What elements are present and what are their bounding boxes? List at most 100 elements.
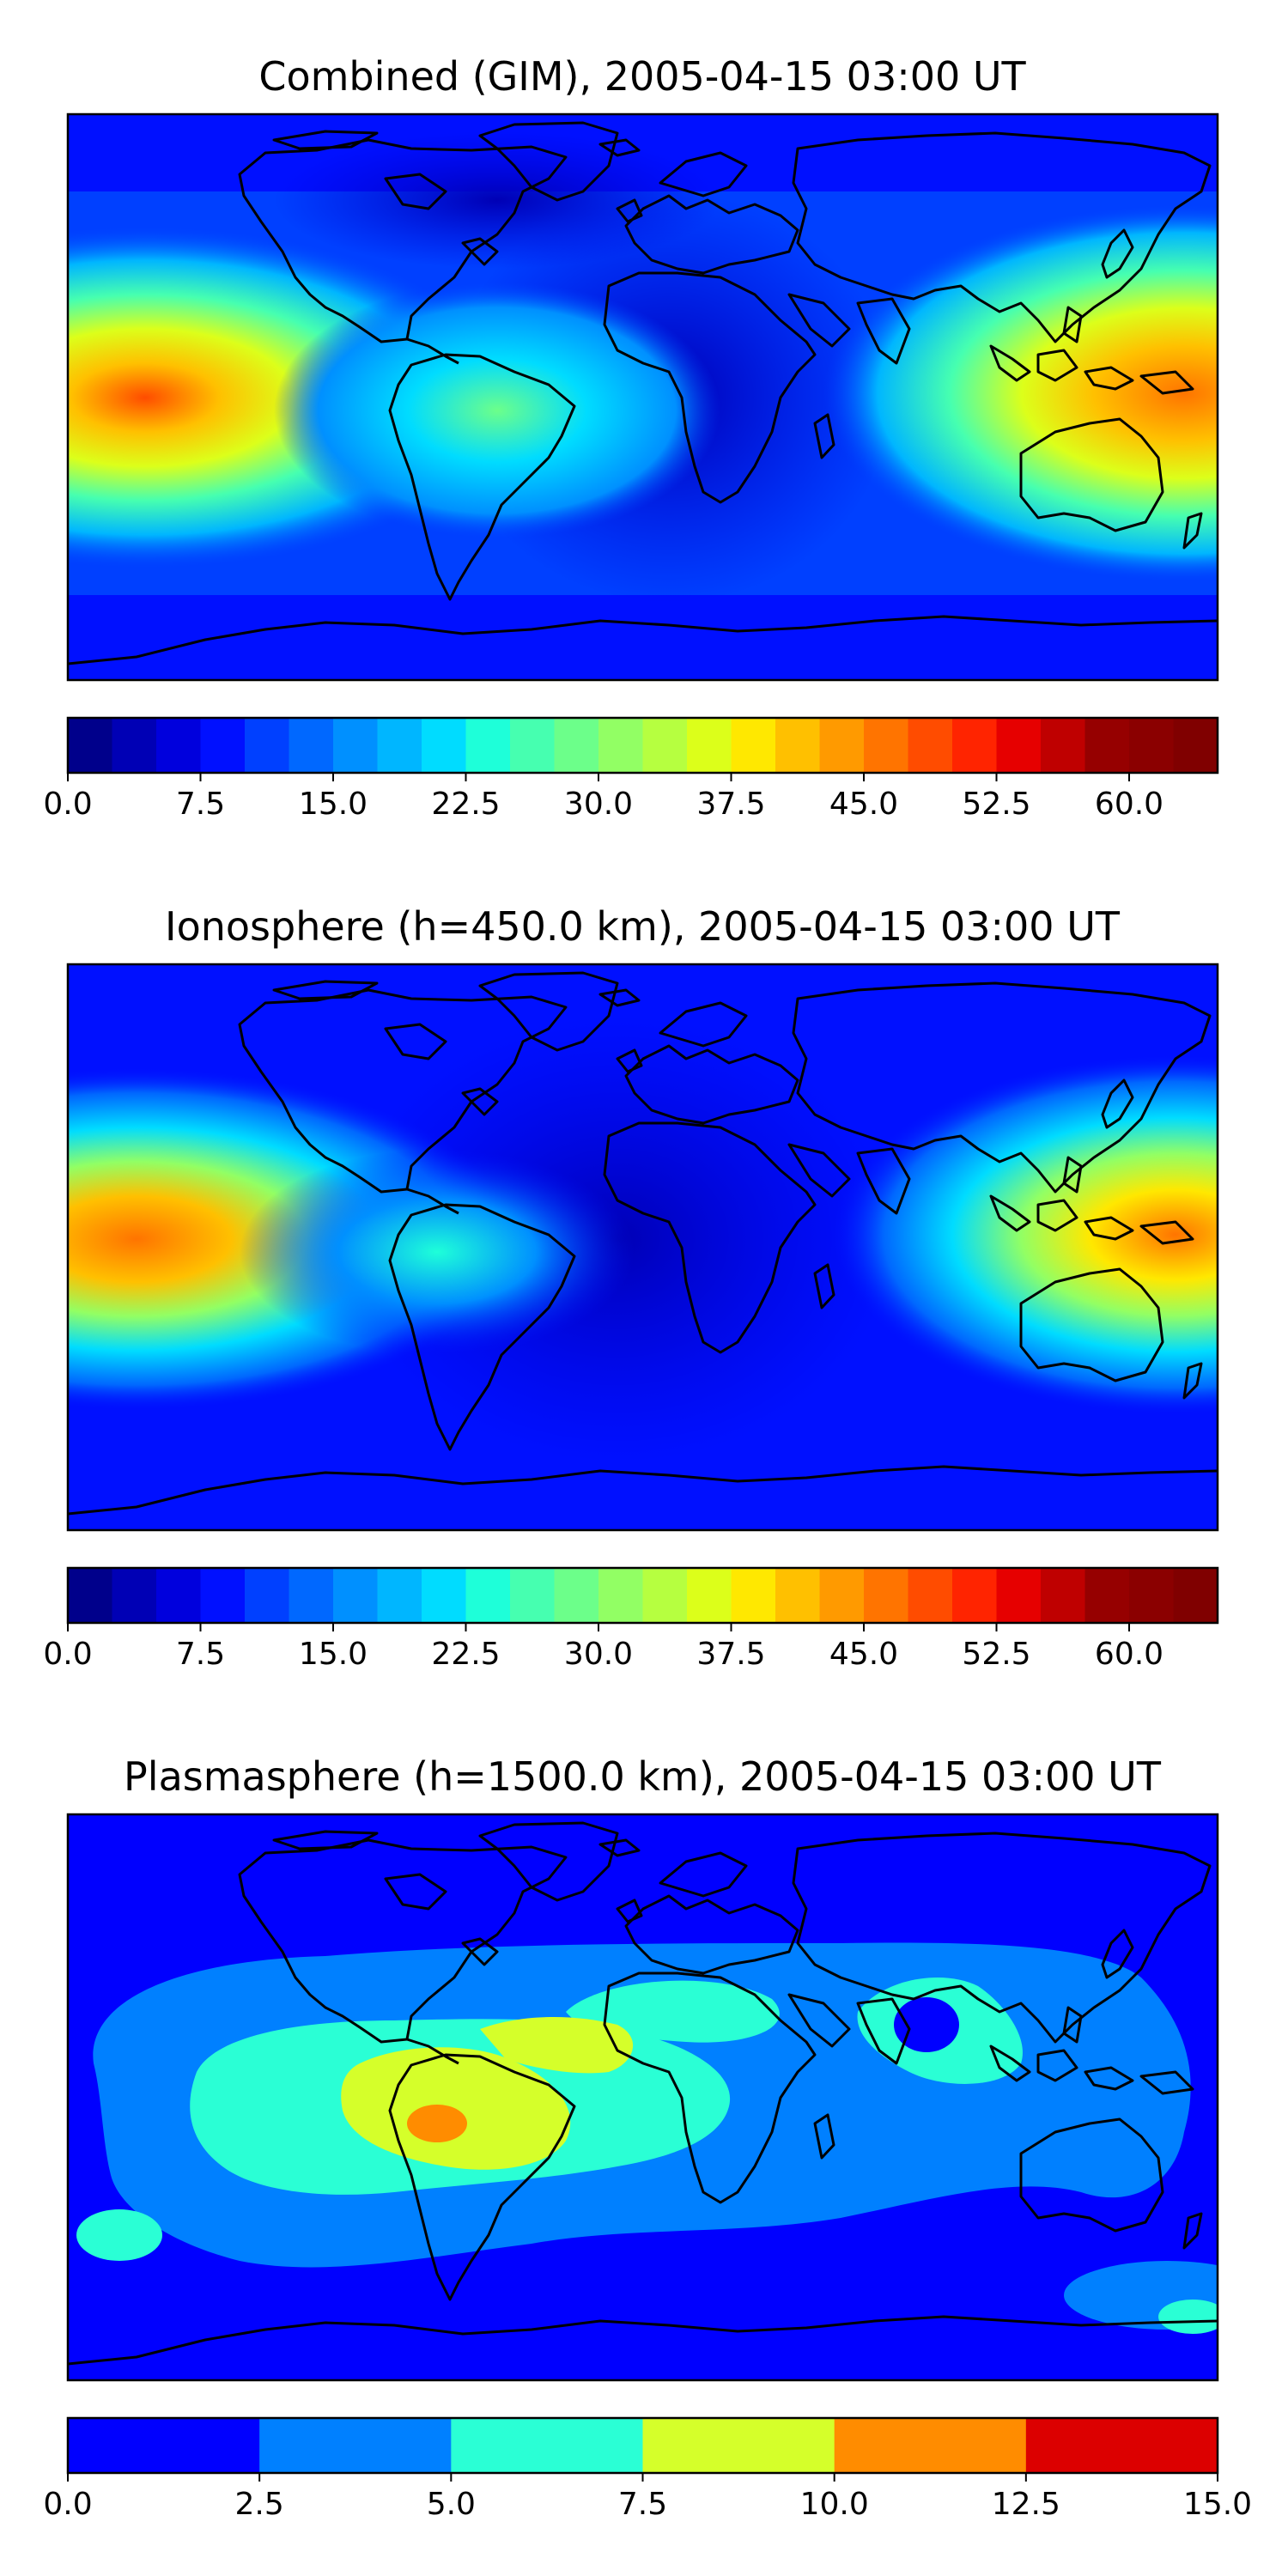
colorbar-cell [1129,718,1174,773]
map-field [68,114,1218,680]
colorbar-cell [68,2418,260,2473]
panel-plasmasphere: Plasmasphere (h=1500.0 km), 2005-04-15 0… [43,1753,1252,2522]
colorbar-tick-label: 2.5 [235,2487,284,2522]
colorbar-cell [465,718,511,773]
colorbar-cell [996,718,1042,773]
colorbar-cell [908,1568,953,1623]
colorbar-cell [642,1568,688,1623]
colorbar-cell [510,1568,555,1623]
colorbar-tick-label: 5.0 [427,2487,476,2522]
colorbar: 0.0 7.5 15.0 22.5 30.0 37.5 45.0 52.5 60.0 [43,1566,1219,1672]
colorbar-cell [1129,1568,1174,1623]
colorbar-tick-label: 15.0 [1183,2487,1252,2522]
colorbar-cell [1173,718,1218,773]
colorbar-cell [245,1568,289,1623]
panel-combined: Combined (GIM), 2005-04-15 03:00 UT 0.0 7… [43,53,1219,822]
colorbar-cell [1041,718,1085,773]
colorbar-tick-label: 22.5 [431,787,500,822]
colorbar-cell [775,1568,820,1623]
colorbar-cell [112,1568,157,1623]
colorbar-cell [598,718,643,773]
anomaly-asia [832,1054,1218,1415]
colorbar-cell [245,718,289,773]
colorbar-tick-label: 0.0 [43,787,92,822]
colorbar-tick-label: 30.0 [564,787,633,822]
colorbar-cell [465,1568,511,1623]
colorbar-cell [156,718,201,773]
panel-title: Combined (GIM), 2005-04-15 03:00 UT [258,53,1026,100]
colorbar-cell [68,1568,112,1623]
colorbar-tick-label: 37.5 [696,787,765,822]
colorbar-cell [333,718,378,773]
colorbar-cell [377,718,422,773]
colorbar-cell [554,1568,599,1623]
colorbar-tick-label: 15.0 [299,1637,368,1672]
plasmasphere-maximum [407,2105,467,2142]
colorbar-cell [864,1568,908,1623]
anomaly-asia [823,204,1218,582]
colorbar-tick-label: 45.0 [829,787,898,822]
colorbar-tick-label: 7.5 [618,2487,667,2522]
colorbar-cell [642,718,688,773]
colorbar: 0.0 2.5 5.0 7.5 10.0 12.5 15.0 [43,2416,1252,2522]
map-field [68,964,1218,1530]
colorbar-cell [68,718,112,773]
colorbar-cell [1084,718,1130,773]
colorbar-tick-label: 45.0 [829,1637,898,1672]
colorbar-cell [451,2418,643,2473]
colorbar-tick-label: 52.5 [962,787,1030,822]
colorbar-cell [731,718,776,773]
map-field [68,1814,1218,2380]
colorbar-cell [996,1568,1042,1623]
colorbar-cell [834,2418,1027,2473]
colorbar-tick-label: 15.0 [299,787,368,822]
colorbar-tick-label: 10.0 [800,2487,869,2522]
colorbar-cell [1025,2418,1218,2473]
colorbar-tick-label: 7.5 [176,1637,225,1672]
colorbar-cell [952,1568,997,1623]
colorbar-cell [422,1568,466,1623]
colorbar-cell [554,718,599,773]
colorbar-cell [731,1568,776,1623]
colorbar-cell [289,1568,334,1623]
colorbar-cell [642,2418,835,2473]
colorbar-cell [259,2418,452,2473]
colorbar-cell [687,1568,732,1623]
colorbar-tick-label: 7.5 [176,787,225,822]
colorbar-tick-label: 22.5 [431,1637,500,1672]
map-frame [66,1813,1219,2382]
colorbar-tick-label: 52.5 [962,1637,1030,1672]
anomaly-south-america [274,282,720,539]
colorbar-cell [422,718,466,773]
colorbar-cell [1084,1568,1130,1623]
colorbar-cell [687,718,732,773]
map-frame [66,112,1219,682]
panel-title: Ionosphere (h=450.0 km), 2005-04-15 03:0… [165,903,1121,950]
colorbar-cell [952,718,997,773]
colorbar-tick-label: 0.0 [43,2487,92,2522]
colorbar-cell [819,1568,865,1623]
colorbar-tick-label: 37.5 [696,1637,765,1672]
colorbar-cell [200,718,246,773]
colorbar-cell [864,718,908,773]
anomaly-south-america [240,1149,635,1355]
panel-ionosphere: Ionosphere (h=450.0 km), 2005-04-15 03:0… [43,903,1219,1672]
colorbar-cell [908,718,953,773]
map-frame [66,963,1219,1532]
colorbar-cell [510,718,555,773]
colorbar-cell [289,718,334,773]
colorbar-cell [819,718,865,773]
colorbar-cell [1041,1568,1085,1623]
colorbar-cell [377,1568,422,1623]
colorbar-tick-label: 60.0 [1095,787,1163,822]
colorbar-cell [112,718,157,773]
colorbar-cell [200,1568,246,1623]
colorbar-tick-label: 60.0 [1095,1637,1163,1672]
colorbar-tick-label: 12.5 [992,2487,1060,2522]
colorbar-tick-label: 0.0 [43,1637,92,1672]
colorbar-cell [775,718,820,773]
colorbar-cell [156,1568,201,1623]
colorbar-cell [598,1568,643,1623]
colorbar-cell [333,1568,378,1623]
